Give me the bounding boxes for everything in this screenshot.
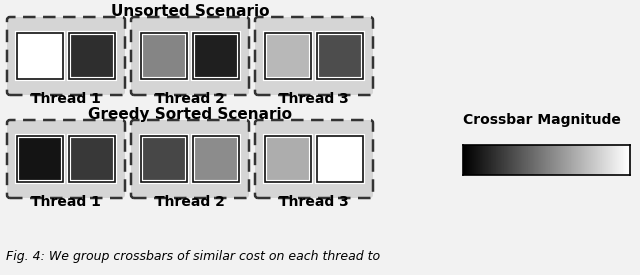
Bar — [17, 33, 63, 79]
Bar — [68, 136, 115, 182]
Bar — [317, 33, 363, 79]
Text: Thread 1: Thread 1 — [31, 195, 101, 209]
Bar — [265, 136, 311, 182]
Bar — [317, 136, 363, 182]
Bar — [17, 136, 63, 182]
Bar — [265, 136, 311, 182]
Bar — [17, 136, 63, 182]
Bar — [193, 136, 239, 182]
FancyBboxPatch shape — [7, 17, 125, 95]
Bar — [141, 33, 188, 79]
Bar — [141, 33, 188, 79]
Bar — [317, 33, 363, 79]
FancyBboxPatch shape — [255, 17, 373, 95]
Bar — [17, 33, 63, 79]
Bar — [141, 136, 188, 182]
Text: Thread 3: Thread 3 — [279, 195, 349, 209]
Text: Crossbar Magnitude: Crossbar Magnitude — [463, 113, 621, 127]
Bar — [141, 136, 188, 182]
FancyBboxPatch shape — [255, 120, 373, 198]
Text: Unsorted Scenario: Unsorted Scenario — [111, 4, 269, 19]
FancyBboxPatch shape — [131, 17, 249, 95]
Bar — [265, 33, 311, 79]
Text: Thread 1: Thread 1 — [31, 92, 101, 106]
Text: Fig. 4: We group crossbars of similar cost on each thread to: Fig. 4: We group crossbars of similar co… — [6, 250, 380, 263]
Bar — [193, 136, 239, 182]
Text: Greedy Sorted Scenario: Greedy Sorted Scenario — [88, 107, 292, 122]
Bar — [193, 33, 239, 79]
Bar — [265, 33, 311, 79]
Text: Thread 2: Thread 2 — [155, 92, 225, 106]
FancyBboxPatch shape — [7, 120, 125, 198]
Bar — [68, 33, 115, 79]
Bar — [193, 33, 239, 79]
Bar — [68, 33, 115, 79]
Text: Thread 2: Thread 2 — [155, 195, 225, 209]
Bar — [68, 136, 115, 182]
FancyBboxPatch shape — [131, 120, 249, 198]
Text: Thread 3: Thread 3 — [279, 92, 349, 106]
Bar — [317, 136, 363, 182]
